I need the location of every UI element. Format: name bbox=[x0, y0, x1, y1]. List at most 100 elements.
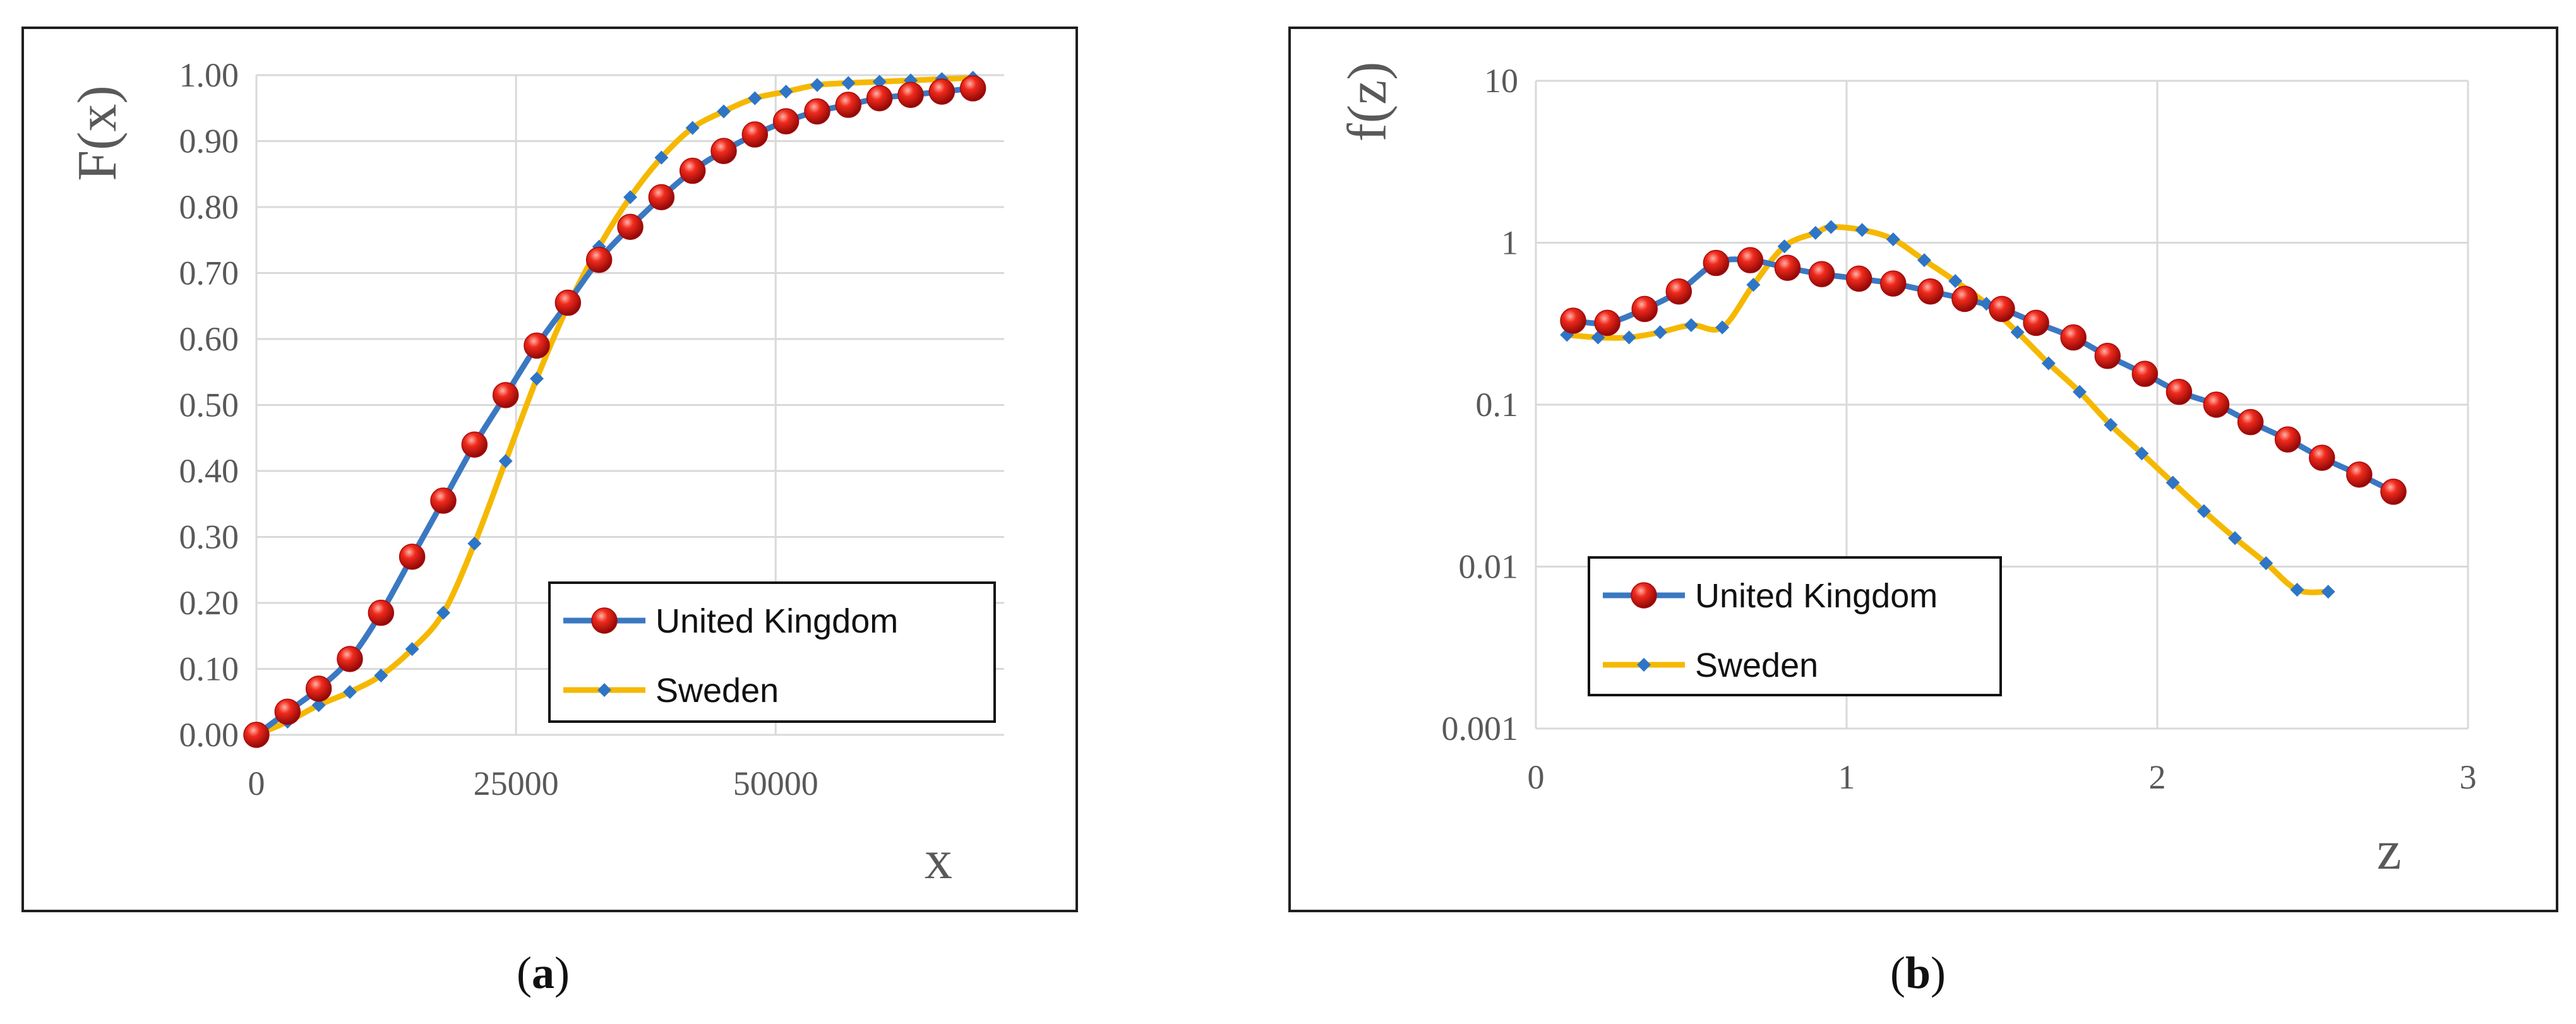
data-point bbox=[374, 668, 388, 682]
data-point bbox=[1917, 253, 1931, 268]
data-point bbox=[1774, 254, 1801, 281]
caption-b: (b) bbox=[1890, 948, 1946, 998]
series-markers-united-kingdom bbox=[243, 75, 986, 748]
data-point bbox=[1715, 320, 1730, 335]
data-point bbox=[405, 642, 419, 657]
data-point bbox=[959, 75, 986, 102]
caption-a-letter: a bbox=[531, 948, 554, 998]
data-point bbox=[436, 605, 450, 620]
caption-a: (a) bbox=[517, 948, 570, 998]
data-point bbox=[2166, 378, 2193, 405]
caption-b-letter: b bbox=[1905, 948, 1931, 998]
y-tick-label: 0.20 bbox=[179, 584, 239, 622]
data-point bbox=[530, 371, 544, 386]
data-point bbox=[1824, 220, 1838, 234]
data-point bbox=[654, 150, 669, 165]
data-point bbox=[1948, 274, 1963, 289]
chart-panel-b: 0.001 0.01 0.1 1 10 0 1 2 3 f(z) z United Kingdom Sw… bbox=[1288, 27, 2558, 912]
legend-box bbox=[548, 581, 996, 723]
x-tick-label: 3 bbox=[2460, 758, 2477, 796]
data-point bbox=[2380, 479, 2407, 505]
y-tick-label: 0.80 bbox=[179, 188, 239, 226]
y-tick-label: 0.30 bbox=[179, 518, 239, 556]
y-tick-label: 0.10 bbox=[179, 650, 239, 688]
data-point bbox=[2094, 343, 2121, 369]
data-point bbox=[368, 599, 395, 626]
data-point bbox=[772, 108, 800, 134]
data-point bbox=[274, 698, 301, 725]
data-point bbox=[1684, 318, 1698, 332]
legend-swatch-marker bbox=[591, 607, 618, 634]
y-axis-title: F(x) bbox=[67, 85, 128, 181]
data-point bbox=[337, 646, 363, 672]
data-point bbox=[2023, 309, 2049, 336]
series-line-united-kingdom bbox=[1570, 256, 2397, 495]
data-point bbox=[2259, 556, 2273, 571]
data-point bbox=[928, 78, 956, 105]
legend: United Kingdom Sweden bbox=[1588, 556, 2002, 696]
data-point bbox=[779, 85, 793, 99]
data-point bbox=[1917, 278, 1944, 305]
data-point bbox=[461, 431, 488, 458]
data-point bbox=[804, 98, 830, 125]
data-point bbox=[2228, 531, 2242, 545]
data-point bbox=[554, 289, 582, 316]
data-point bbox=[2290, 583, 2304, 597]
y-tick-label: 0.001 bbox=[1442, 710, 1519, 747]
y-tick-label: 0.90 bbox=[179, 122, 239, 160]
data-point bbox=[1653, 325, 1667, 340]
data-point bbox=[648, 184, 675, 211]
x-tick-label: 0 bbox=[1528, 758, 1545, 796]
legend: United Kingdom Sweden bbox=[548, 581, 996, 723]
data-point bbox=[2135, 446, 2149, 461]
data-point bbox=[2131, 360, 2159, 387]
data-point bbox=[498, 454, 513, 468]
chart-panel-a: 0.00 0.10 0.20 0.30 0.40 0.50 0.60 0.70 0.80 0.90… bbox=[21, 27, 1078, 912]
data-point bbox=[841, 76, 856, 90]
data-point bbox=[1703, 249, 1730, 277]
data-point bbox=[835, 92, 862, 118]
y-axis-title: f(z) bbox=[1337, 62, 1398, 142]
data-point bbox=[2073, 384, 2087, 399]
data-point bbox=[1622, 330, 1636, 345]
y-tick-label: 0.1 bbox=[1476, 386, 1519, 424]
legend-label: Sweden bbox=[1695, 646, 1818, 684]
x-tick-label: 2 bbox=[2149, 758, 2166, 796]
data-point bbox=[1845, 265, 1872, 292]
data-point bbox=[1880, 270, 1907, 297]
data-point bbox=[1951, 285, 1978, 313]
data-point bbox=[679, 157, 706, 184]
series-markers-united-kingdom bbox=[1560, 247, 2407, 505]
y-tick-label: 0.70 bbox=[179, 254, 239, 292]
x-tick-label: 25000 bbox=[474, 765, 559, 802]
data-point bbox=[2237, 408, 2264, 436]
data-point bbox=[748, 91, 762, 105]
chart-b-svg: 0.001 0.01 0.1 1 10 0 1 2 3 f(z) z United Kingdom Sw… bbox=[1337, 62, 2477, 881]
data-point bbox=[2010, 325, 2025, 340]
data-point bbox=[2166, 475, 2180, 490]
data-point bbox=[1808, 261, 1835, 287]
data-point bbox=[1737, 247, 1764, 273]
data-point bbox=[617, 213, 644, 241]
data-point bbox=[467, 536, 482, 551]
legend-box bbox=[1588, 556, 2002, 696]
data-point bbox=[398, 544, 426, 570]
data-point bbox=[585, 246, 613, 273]
data-point bbox=[872, 74, 887, 89]
chart-a-svg: 0.00 0.10 0.20 0.30 0.40 0.50 0.60 0.70 0.80 0.90… bbox=[67, 56, 1004, 891]
data-point bbox=[2309, 444, 2335, 471]
x-tick-label: 1 bbox=[1838, 758, 1855, 796]
data-point bbox=[897, 81, 924, 109]
data-point bbox=[685, 121, 700, 135]
data-point bbox=[710, 138, 737, 164]
legend-label: United Kingdom bbox=[1695, 577, 1938, 615]
data-point bbox=[1808, 225, 1823, 240]
x-axis-title: x bbox=[925, 830, 952, 891]
data-point bbox=[492, 382, 519, 408]
legend-label: United Kingdom bbox=[656, 602, 898, 640]
series-markers-sweden bbox=[1560, 220, 2335, 599]
data-point bbox=[243, 722, 270, 748]
x-tick-label: 50000 bbox=[733, 765, 818, 802]
data-point bbox=[1560, 307, 1586, 334]
legend-swatch-marker bbox=[597, 683, 611, 697]
